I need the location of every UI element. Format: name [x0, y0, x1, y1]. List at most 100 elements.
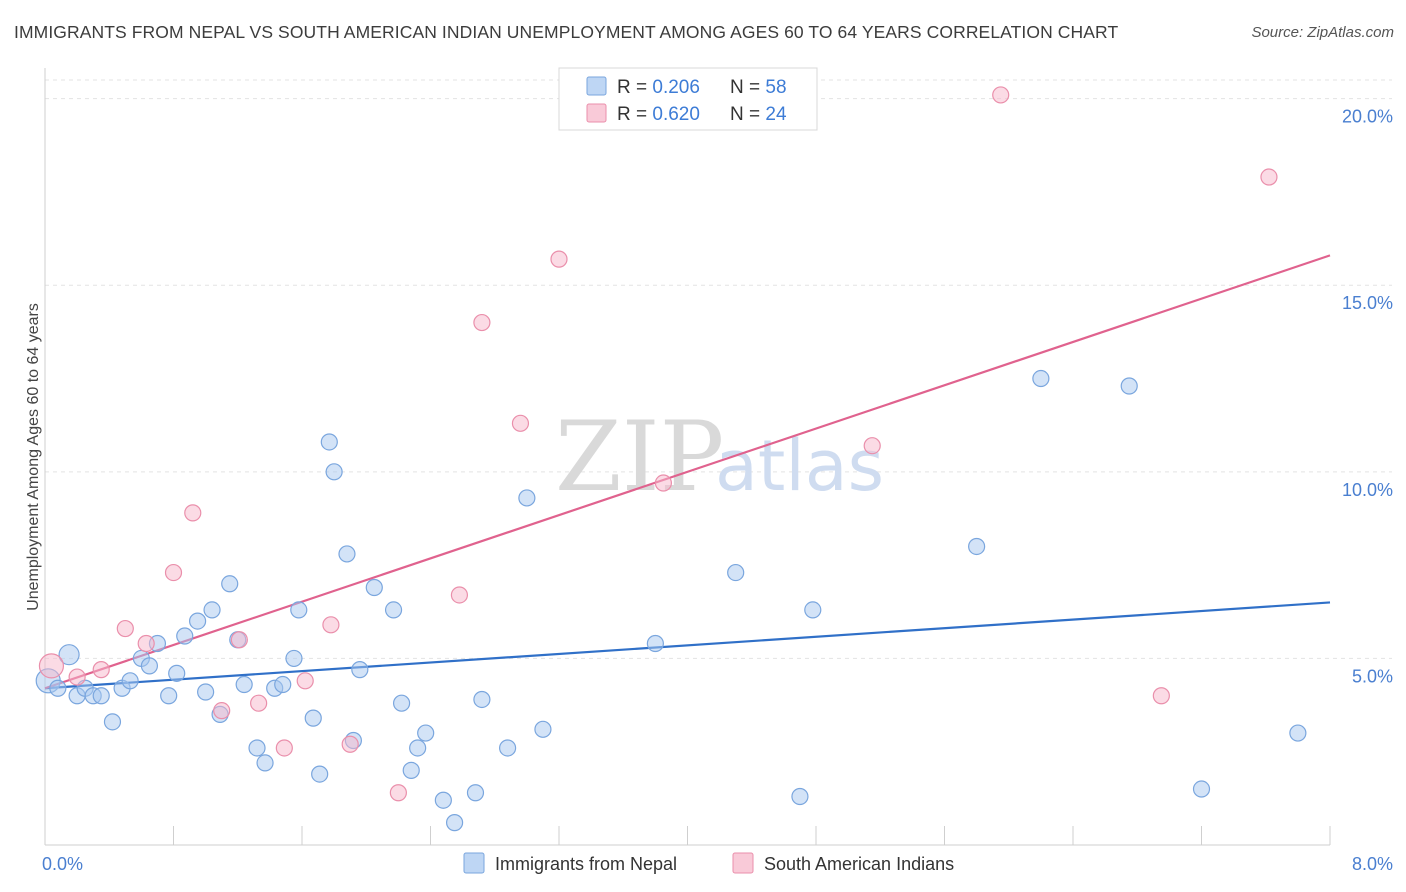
data-point-nepal [311, 765, 329, 783]
legend-r-value: 0.206 [652, 77, 700, 98]
gridlines [45, 79, 1392, 659]
legend-r-value: 0.620 [652, 104, 700, 125]
data-point-nepal [285, 649, 303, 668]
data-point-nepal [320, 433, 338, 451]
data-point-nepal [499, 739, 517, 757]
data-point-nepal [1120, 377, 1138, 395]
legend-n-nepal: N = 58 [730, 77, 787, 98]
data-point-nepal [466, 784, 485, 802]
watermark: ZIP atlas [555, 401, 884, 513]
data-point-south-american [92, 661, 110, 679]
y-tick-labels: 5.0% 10.0% 15.0% 20.0% [1342, 107, 1393, 687]
data-point-nepal [197, 683, 215, 701]
data-point-south-american [473, 313, 491, 332]
data-point-nepal [235, 675, 253, 694]
data-point-south-american [68, 668, 86, 686]
data-point-south-american [184, 504, 202, 522]
data-point-nepal [256, 754, 274, 772]
data-point-nepal [791, 787, 809, 806]
legend-row-nepal: R = 0.206 [617, 77, 700, 98]
data-point-nepal [365, 578, 383, 597]
data-point-nepal [58, 644, 80, 666]
y-tick-label: 20.0% [1342, 107, 1393, 127]
data-point-nepal [445, 814, 464, 832]
data-point-nepal [1032, 369, 1050, 388]
data-point-nepal [188, 612, 207, 630]
data-point-south-american [275, 739, 293, 757]
data-point-nepal [968, 537, 986, 556]
watermark-zip: ZIP [555, 401, 724, 513]
series-legend-label-south-american: South American Indians [764, 854, 954, 874]
data-points [35, 86, 1307, 832]
x-tick-labels: 0.0% 8.0% [42, 854, 1393, 874]
data-point-south-american [341, 735, 359, 753]
data-point-nepal [518, 489, 536, 507]
data-point-nepal [727, 563, 745, 582]
data-point-south-american [654, 474, 673, 492]
data-point-nepal [304, 709, 322, 727]
data-point-south-american [389, 784, 407, 802]
data-point-nepal [176, 627, 194, 645]
data-point-south-american [863, 437, 881, 455]
source-label: Source: ZipAtlas.com [1251, 24, 1394, 41]
data-point-nepal [434, 791, 452, 809]
chart-title: IMMIGRANTS FROM NEPAL VS SOUTH AMERICAN … [14, 22, 1119, 42]
data-point-south-american [1260, 168, 1278, 186]
data-point-nepal [168, 664, 186, 682]
data-point-nepal [402, 761, 420, 779]
x-tick-label: 8.0% [1352, 854, 1393, 874]
legend-r-label: R = [617, 77, 652, 98]
trend-line-nepal [44, 601, 1331, 690]
x-tick-label: 0.0% [42, 854, 83, 874]
data-point-nepal [534, 720, 552, 738]
legend-r-label: R = [617, 104, 652, 125]
legend-row-south-american: R = 0.620 [617, 104, 700, 125]
data-point-nepal [290, 601, 308, 619]
legend-n-value: 58 [765, 77, 786, 98]
data-point-south-american [992, 86, 1010, 104]
y-axis-label: Unemployment Among Ages 60 to 64 years [25, 303, 42, 611]
y-tick-label: 10.0% [1342, 480, 1393, 500]
watermark-atlas: atlas [715, 425, 884, 507]
data-point-nepal [160, 687, 178, 705]
axes [44, 68, 1331, 846]
data-point-nepal [221, 575, 239, 593]
legend-n-value: 24 [765, 104, 787, 125]
data-point-nepal [325, 463, 343, 481]
data-point-south-american [137, 634, 155, 653]
legend-n-label: N = [730, 104, 765, 125]
data-point-nepal [92, 687, 110, 705]
data-point-south-american [1152, 687, 1170, 705]
data-point-nepal [409, 739, 427, 757]
data-point-nepal [103, 713, 122, 731]
data-point-nepal [646, 634, 664, 653]
data-point-nepal [473, 690, 491, 709]
data-point-south-american [164, 563, 183, 582]
y-tick-label: 5.0% [1352, 666, 1393, 686]
correlation-legend: R = 0.206 N = 58 R = 0.620 N = 24 [558, 67, 818, 131]
data-point-nepal [49, 679, 67, 697]
data-point-nepal [1289, 724, 1307, 742]
data-point-nepal [274, 675, 292, 694]
data-point-nepal [351, 661, 369, 679]
data-point-south-american [116, 619, 134, 638]
series-legend-swatch-nepal [463, 852, 485, 874]
data-point-south-american [322, 616, 340, 634]
data-point-south-american [250, 694, 268, 712]
data-point-south-american [296, 672, 314, 690]
legend-n-label: N = [730, 77, 765, 98]
legend-n-south-american: N = 24 [730, 104, 787, 125]
data-point-nepal [417, 724, 435, 742]
legend-swatch-nepal [586, 76, 607, 96]
data-point-south-american [230, 631, 248, 649]
trend-line-south-american [44, 254, 1331, 690]
y-tick-label: 15.0% [1342, 293, 1393, 313]
data-point-south-american [38, 653, 65, 679]
data-point-nepal [140, 657, 159, 675]
data-point-nepal [338, 545, 356, 563]
series-legend: Immigrants from Nepal South American Ind… [463, 852, 954, 874]
data-point-nepal [203, 601, 221, 619]
series-legend-label-nepal: Immigrants from Nepal [495, 854, 677, 874]
data-point-nepal [392, 694, 411, 712]
